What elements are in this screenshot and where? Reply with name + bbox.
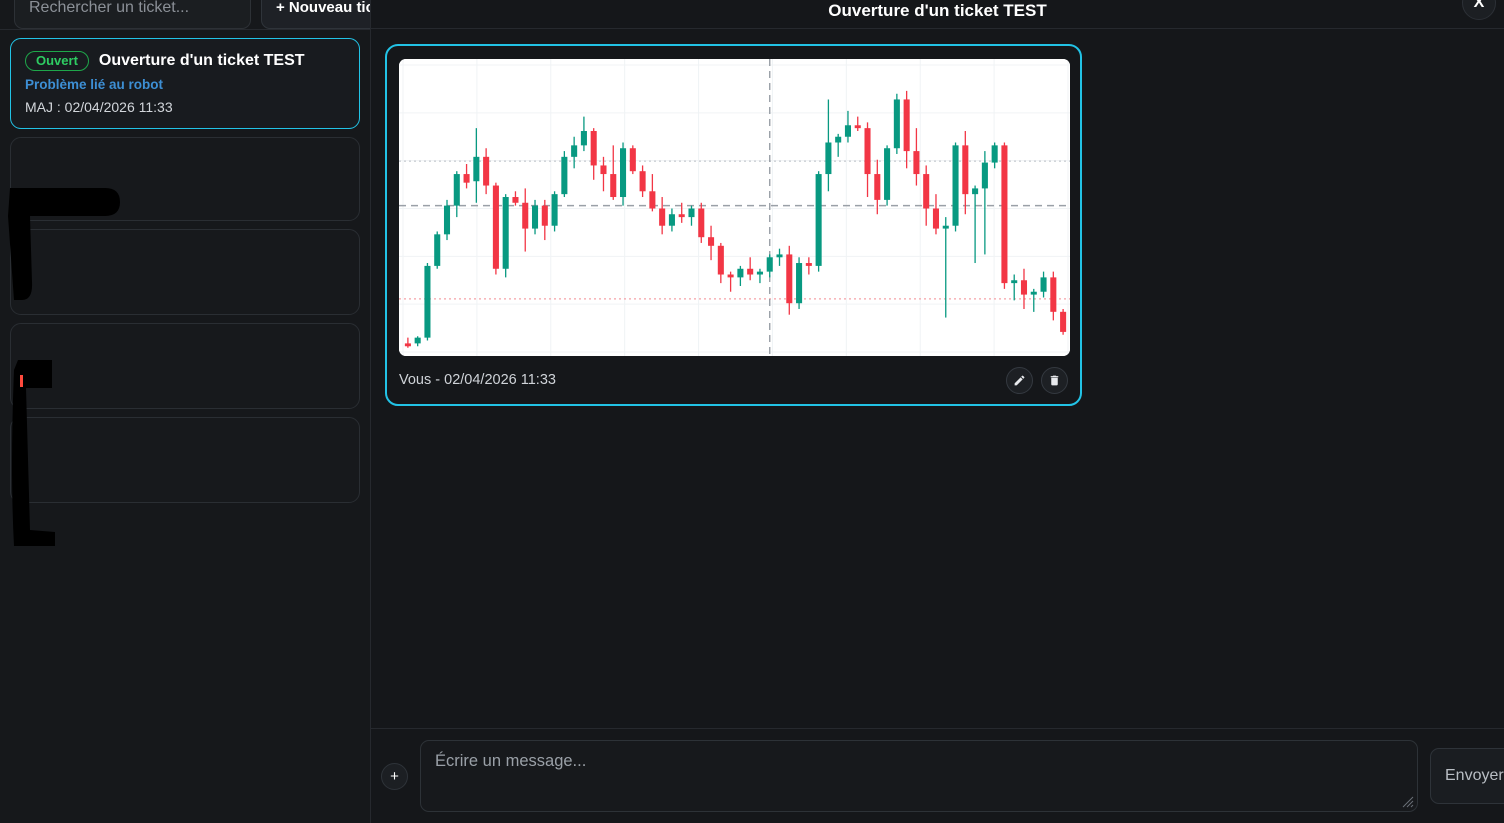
page-title: Ouverture d'un ticket TEST — [828, 0, 1047, 20]
ticket-card-redacted[interactable] — [10, 417, 360, 503]
trash-icon[interactable] — [1041, 366, 1068, 394]
sidebar-toolbar: + Nouveau ticket — [0, 0, 370, 30]
message-composer: + Envoyer — [371, 728, 1504, 823]
ticket-updated-at: MAJ : 02/04/2026 11:33 — [25, 99, 173, 115]
ticket-card-active[interactable]: Ouvert Ouverture d'un ticket TEST Problè… — [10, 38, 360, 129]
main-panel: Ouverture d'un ticket TEST X Vous - 02/0… — [371, 0, 1504, 823]
message-list: Vous - 02/04/2026 11:33 — [371, 29, 1504, 728]
status-badge: Ouvert — [25, 51, 89, 71]
message-input[interactable] — [420, 740, 1418, 812]
send-button[interactable]: Envoyer — [1430, 748, 1504, 804]
sidebar: + Nouveau ticket Ouvert Ouverture d'un t… — [0, 0, 371, 823]
message-input-wrapper — [420, 740, 1418, 812]
search-input[interactable] — [14, 0, 251, 29]
ticket-title: Ouverture d'un ticket TEST — [98, 52, 305, 69]
candlestick-chart — [399, 59, 1070, 356]
pencil-icon[interactable] — [1006, 366, 1033, 394]
ticket-card-redacted[interactable] — [10, 323, 360, 409]
ticket-card-redacted[interactable] — [10, 229, 360, 315]
ticket-card-redacted[interactable] — [10, 137, 360, 221]
ticket-list[interactable]: Ouvert Ouverture d'un ticket TEST Problè… — [0, 30, 370, 823]
ticket-subject: Problème lié au robot — [25, 77, 164, 92]
add-attachment-button[interactable]: + — [381, 762, 408, 790]
message-bubble[interactable]: Vous - 02/04/2026 11:33 — [385, 44, 1082, 406]
candlestick-chart-attachment[interactable] — [399, 59, 1070, 356]
conversation-header: Ouverture d'un ticket TEST X — [371, 0, 1504, 29]
message-footer: Vous - 02/04/2026 11:33 — [399, 366, 1068, 394]
message-actions — [1006, 366, 1068, 394]
new-ticket-button[interactable]: + Nouveau ticket — [261, 0, 370, 29]
close-icon[interactable]: X — [1462, 0, 1496, 20]
ticket-header-row: Ouvert Ouverture d'un ticket TEST — [25, 51, 345, 71]
message-author-timestamp: Vous - 02/04/2026 11:33 — [399, 372, 556, 388]
